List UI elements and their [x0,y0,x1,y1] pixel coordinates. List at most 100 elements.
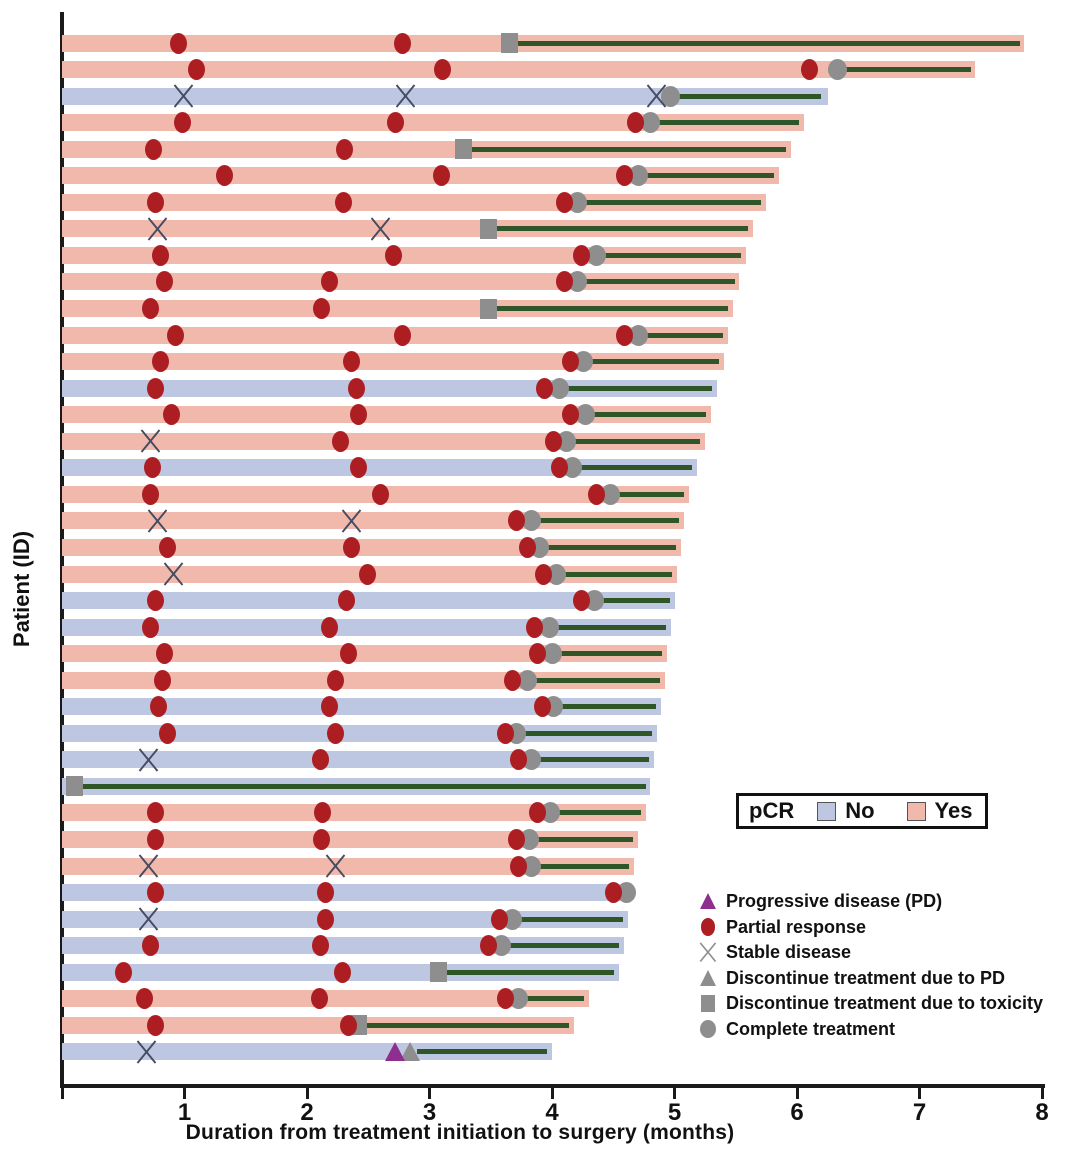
treatment-to-surgery-line [553,704,657,710]
partial-response-marker [372,483,389,505]
partial-response-marker [336,138,354,160]
partial-response-marker [334,961,352,983]
treatment-to-surgery-line [577,199,762,205]
partial-response-marker [340,1014,358,1036]
partial-response-marker [316,908,334,930]
patient-bar [62,87,828,105]
partial-response-marker [561,404,579,426]
partial-response-marker [156,643,174,665]
partial-response-marker [331,430,349,452]
stable-disease-marker [370,217,391,241]
patient-bar [62,167,779,185]
discontinue-toxicity-marker [479,298,497,319]
stable-disease-marker [136,1040,157,1064]
treatment-to-surgery-line [670,93,822,99]
complete-treatment-marker [540,616,560,638]
treatment-to-surgery-line [566,438,701,444]
complete-treatment-marker [601,483,621,505]
progressive-disease-marker [699,893,716,910]
treatment-to-surgery-line [438,969,615,975]
partial-response-marker [320,271,338,293]
complete-treatment-marker [827,59,847,81]
treatment-to-surgery-line [358,1022,570,1028]
stable-disease-marker [147,509,168,533]
complete-treatment-marker [547,563,567,585]
x-axis-line [60,1084,1045,1088]
partial-response-marker [169,32,187,54]
partial-response-marker [342,351,360,373]
treatment-to-surgery-line [585,412,707,418]
complete-treatment-marker [574,351,594,373]
progressive-disease-marker [385,1042,406,1062]
pcr-legend: pCR No Yes [736,793,988,829]
partial-response-marker [572,244,590,266]
x-tick [183,1088,186,1099]
partial-response-marker [316,882,334,904]
patient-bar [62,432,706,450]
treatment-to-surgery-line [463,146,786,152]
partial-response-marker [615,165,633,187]
patient-bar [62,406,712,424]
partial-response-marker [496,988,514,1010]
treatment-to-surgery-line [577,279,735,285]
partial-response-marker [604,882,622,904]
treatment-to-surgery-line [501,943,620,949]
stable-disease-marker [395,84,416,108]
partial-response-marker [146,377,164,399]
legend-label: Progressive disease (PD) [726,891,943,911]
treatment-to-surgery-line [512,916,624,922]
partial-response-marker [141,483,159,505]
partial-response-marker [337,590,355,612]
legend-label: Stable disease [726,942,852,962]
complete-treatment-marker [568,271,588,293]
x-tick [428,1088,431,1099]
partial-response-marker [320,696,338,718]
x-tick-label: 6 [790,1099,804,1126]
partial-response-marker [800,59,818,81]
partial-response-marker [394,32,412,54]
treatment-to-surgery-line [417,1049,548,1055]
partial-response-marker [216,165,234,187]
partial-response-marker [626,112,644,134]
treatment-to-surgery-line [610,491,685,497]
pr-legend-glyph [698,916,726,938]
pcr-legend-title: pCR [749,798,795,823]
patient-bar [62,300,734,317]
stable-disease-marker [163,562,184,586]
y-axis-line [60,12,64,1088]
complete-treatment-marker [492,935,512,957]
partial-response-marker [555,191,573,213]
legend-label: Discontinue treatment due to PD [726,967,1006,988]
partial-response-marker [151,351,169,373]
complete-treatment-marker [503,908,523,930]
x-tick [673,1088,676,1099]
stable-disease-marker [173,84,194,108]
treatment-to-surgery-line [529,837,633,842]
partial-response-marker [335,191,353,213]
partial-response-marker [158,536,176,558]
x-tick-label: 7 [912,1099,927,1126]
complete-treatment-marker [520,829,540,850]
patient-bar [62,140,791,158]
patient-bar [62,857,635,875]
stable-disease-marker [140,429,161,453]
legend-item: Stable disease [698,942,1043,963]
treatment-to-surgery-line [531,757,649,763]
partial-response-marker [528,643,546,665]
partial-response-marker [173,112,191,134]
patient-bar [62,751,654,769]
legend-item: Complete treatment [698,1019,1043,1040]
treatment-to-surgery-line [516,730,653,736]
partial-response-marker [394,324,412,346]
partial-response-marker [158,722,176,744]
patient-bar [62,1043,552,1061]
stable-disease-marker [147,217,168,241]
sd-legend-glyph [698,942,726,964]
x-tick-label: 3 [422,1099,437,1126]
treatment-to-surgery-line [488,306,729,311]
partial-response-marker [434,59,452,81]
partial-response-marker [151,244,169,266]
partial-response-marker [310,988,328,1010]
partial-response-marker [533,696,551,718]
partial-response-marker [534,563,552,585]
